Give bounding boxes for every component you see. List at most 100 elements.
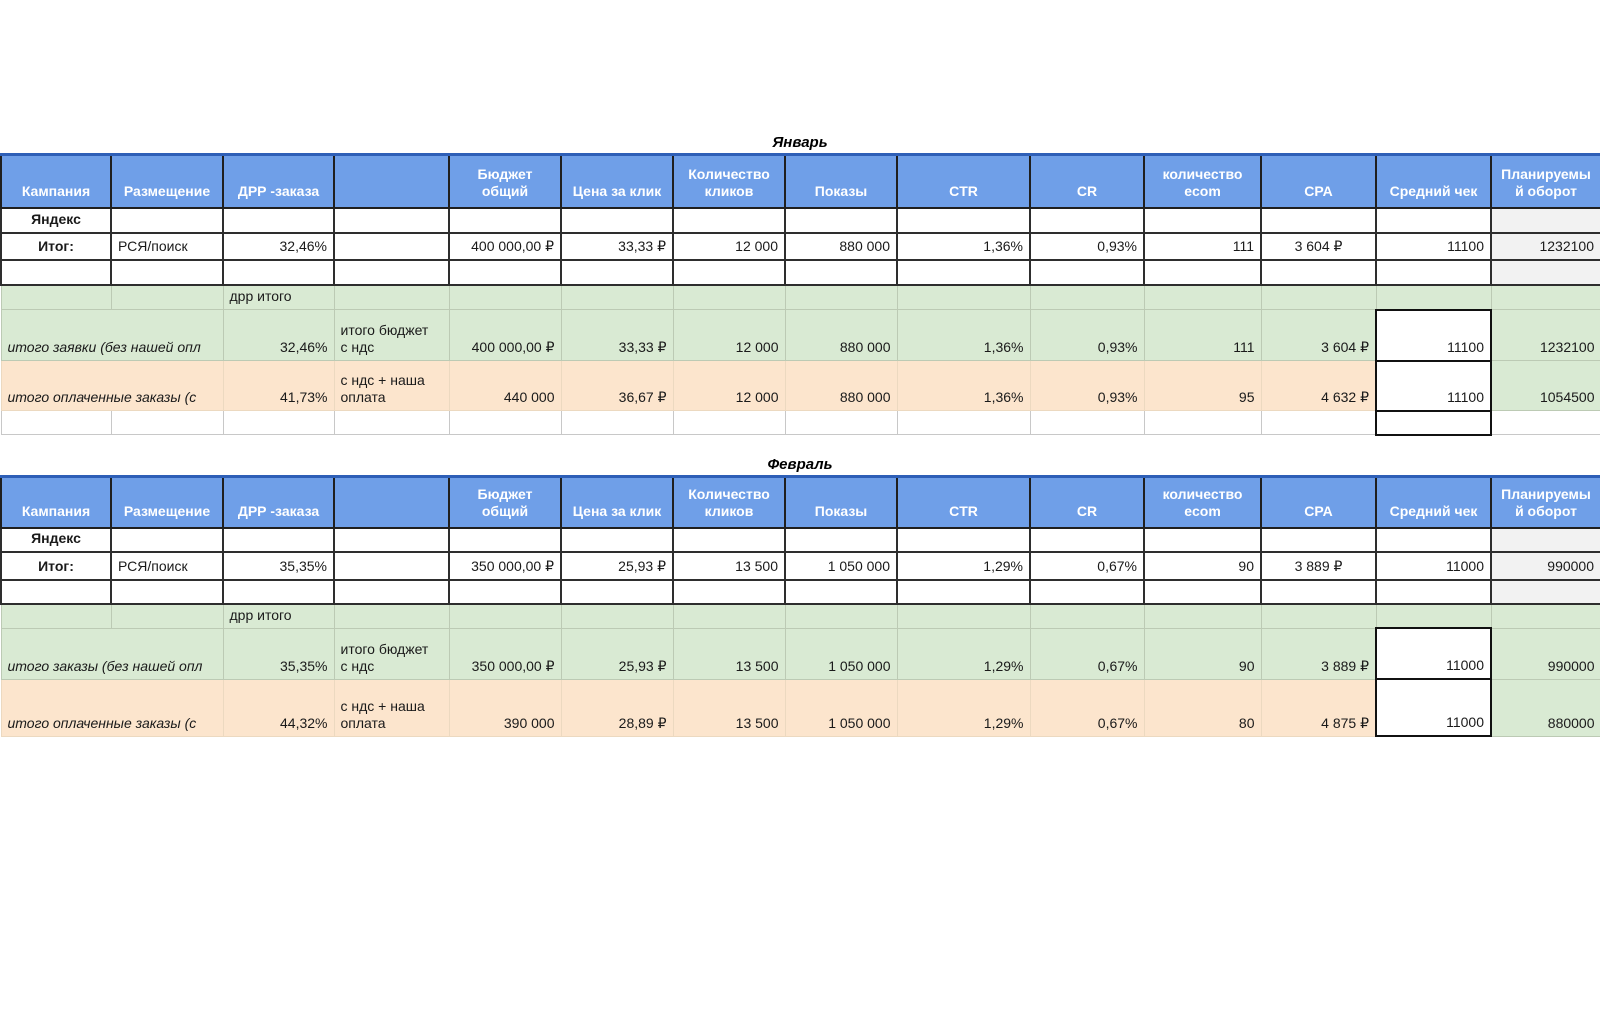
col-header-cpc[interactable]: Цена за клик [560,153,674,209]
cpc-cell[interactable]: 36,67 ₽ [560,360,674,411]
col-header-planned-turnover[interactable]: Планируемы й оборот [1490,474,1600,529]
empty-cell[interactable] [222,206,335,234]
ctr-cell[interactable]: 1,29% [896,627,1031,680]
total-label-cell[interactable]: Итог: [0,231,112,261]
empty-cell[interactable] [110,258,224,286]
empty-cell[interactable] [110,603,224,629]
cpc-cell[interactable]: 33,33 ₽ [560,309,674,361]
empty-cell[interactable] [0,579,112,605]
col-header-budget[interactable]: Бюджет общий [448,153,562,209]
orders-label-cell[interactable]: итого заявки (без нашей опл [0,309,224,361]
empty-cell[interactable] [333,284,450,310]
empty-cell[interactable] [784,258,898,286]
empty-cell[interactable] [1029,284,1145,310]
empty-cell[interactable] [1375,258,1492,286]
budget-note-cell[interactable]: итого бюджет с ндс [333,627,450,680]
clicks-cell[interactable]: 13 500 [672,551,786,581]
col-header-cpa[interactable]: CPA [1260,153,1377,209]
empty-cell[interactable] [1029,527,1145,553]
turnover-empty-cell[interactable] [1490,206,1600,234]
impressions-cell[interactable]: 1 050 000 [784,627,898,680]
ecom-cell[interactable]: 80 [1143,678,1262,737]
cr-cell[interactable]: 0,67% [1029,678,1145,737]
empty-cell[interactable] [1143,284,1262,310]
col-header-clicks[interactable]: Количество кликов [672,474,786,529]
budget-cell[interactable]: 400 000,00 ₽ [448,309,562,361]
clicks-cell[interactable]: 13 500 [672,627,786,680]
drr-cell[interactable]: 35,35% [222,551,335,581]
drr-cell[interactable]: 32,46% [222,231,335,261]
empty-cell[interactable] [448,603,562,629]
empty-cell[interactable] [560,527,674,553]
empty-cell[interactable] [1029,603,1145,629]
empty-cell[interactable] [1490,410,1600,435]
empty-cell[interactable] [1490,284,1600,310]
empty-cell[interactable] [896,258,1031,286]
empty-cell[interactable] [1143,206,1262,234]
empty-cell[interactable] [110,284,224,310]
cpa-cell[interactable]: 3 604 ₽ [1260,231,1377,261]
budget-cell[interactable]: 440 000 [448,360,562,411]
empty-cell[interactable] [222,579,335,605]
budget-note-cell[interactable]: итого бюджет с ндс [333,309,450,361]
empty-cell[interactable] [110,206,224,234]
empty-cell[interactable] [448,579,562,605]
impressions-cell[interactable]: 880 000 [784,309,898,361]
turnover-empty-cell[interactable] [1490,527,1600,553]
empty-cell[interactable] [896,206,1031,234]
ecom-cell[interactable]: 111 [1143,231,1262,261]
empty-cell[interactable] [448,410,562,435]
empty-cell[interactable] [1260,527,1377,553]
empty-cell[interactable] [1490,603,1600,629]
col-header-avg-check[interactable]: Средний чек [1375,153,1492,209]
col-header-budget[interactable]: Бюджет общий [448,474,562,529]
empty-cell[interactable] [560,603,674,629]
cr-cell[interactable]: 0,67% [1029,627,1145,680]
empty-cell[interactable] [1375,409,1492,436]
budget-cell[interactable]: 350 000,00 ₽ [448,551,562,581]
col-header-ctr[interactable]: CTR [896,153,1031,209]
turnover-cell[interactable]: 1232100 [1490,231,1600,261]
empty-cell[interactable] [222,258,335,286]
empty-cell[interactable] [672,603,786,629]
empty-cell[interactable] [1375,206,1492,234]
empty-cell[interactable] [110,527,224,553]
empty-cell[interactable] [1029,579,1145,605]
empty-cell[interactable] [333,410,450,435]
col-header-cpa[interactable]: CPA [1260,474,1377,529]
empty-cell[interactable] [784,603,898,629]
empty-cell[interactable] [333,603,450,629]
empty-cell[interactable] [448,527,562,553]
empty-cell[interactable] [0,410,112,435]
ctr-cell[interactable]: 1,36% [896,360,1031,411]
drr-cell[interactable]: 44,32% [222,678,335,737]
cpc-cell[interactable]: 25,93 ₽ [560,551,674,581]
empty-cell[interactable] [0,258,112,286]
cpa-cell[interactable]: 4 632 ₽ [1260,360,1377,411]
drr-cell[interactable]: 41,73% [222,360,335,411]
empty-cell[interactable] [448,206,562,234]
placement-cell[interactable]: РСЯ/поиск [110,551,224,581]
cpc-cell[interactable]: 33,33 ₽ [560,231,674,261]
empty-cell[interactable] [1260,410,1377,435]
ctr-cell[interactable]: 1,29% [896,678,1031,737]
ecom-cell[interactable]: 95 [1143,360,1262,411]
ecom-cell[interactable]: 90 [1143,627,1262,680]
clicks-cell[interactable]: 12 000 [672,309,786,361]
col-header-cr[interactable]: CR [1029,153,1145,209]
empty-cell[interactable] [560,579,674,605]
turnover-empty-cell[interactable] [1490,579,1600,605]
impressions-cell[interactable]: 1 050 000 [784,551,898,581]
empty-cell[interactable] [1143,527,1262,553]
col-header-campaign[interactable]: Кампания [0,474,112,529]
empty-cell[interactable] [896,284,1031,310]
empty-cell[interactable] [0,284,112,310]
empty-cell[interactable] [672,206,786,234]
ctr-cell[interactable]: 1,36% [896,309,1031,361]
cpc-cell[interactable]: 28,89 ₽ [560,678,674,737]
turnover-cell[interactable]: 1054500 [1490,360,1600,411]
empty-cell[interactable] [1260,579,1377,605]
ctr-cell[interactable]: 1,36% [896,231,1031,261]
turnover-cell[interactable]: 1232100 [1490,309,1600,361]
empty-cell[interactable] [333,551,450,581]
